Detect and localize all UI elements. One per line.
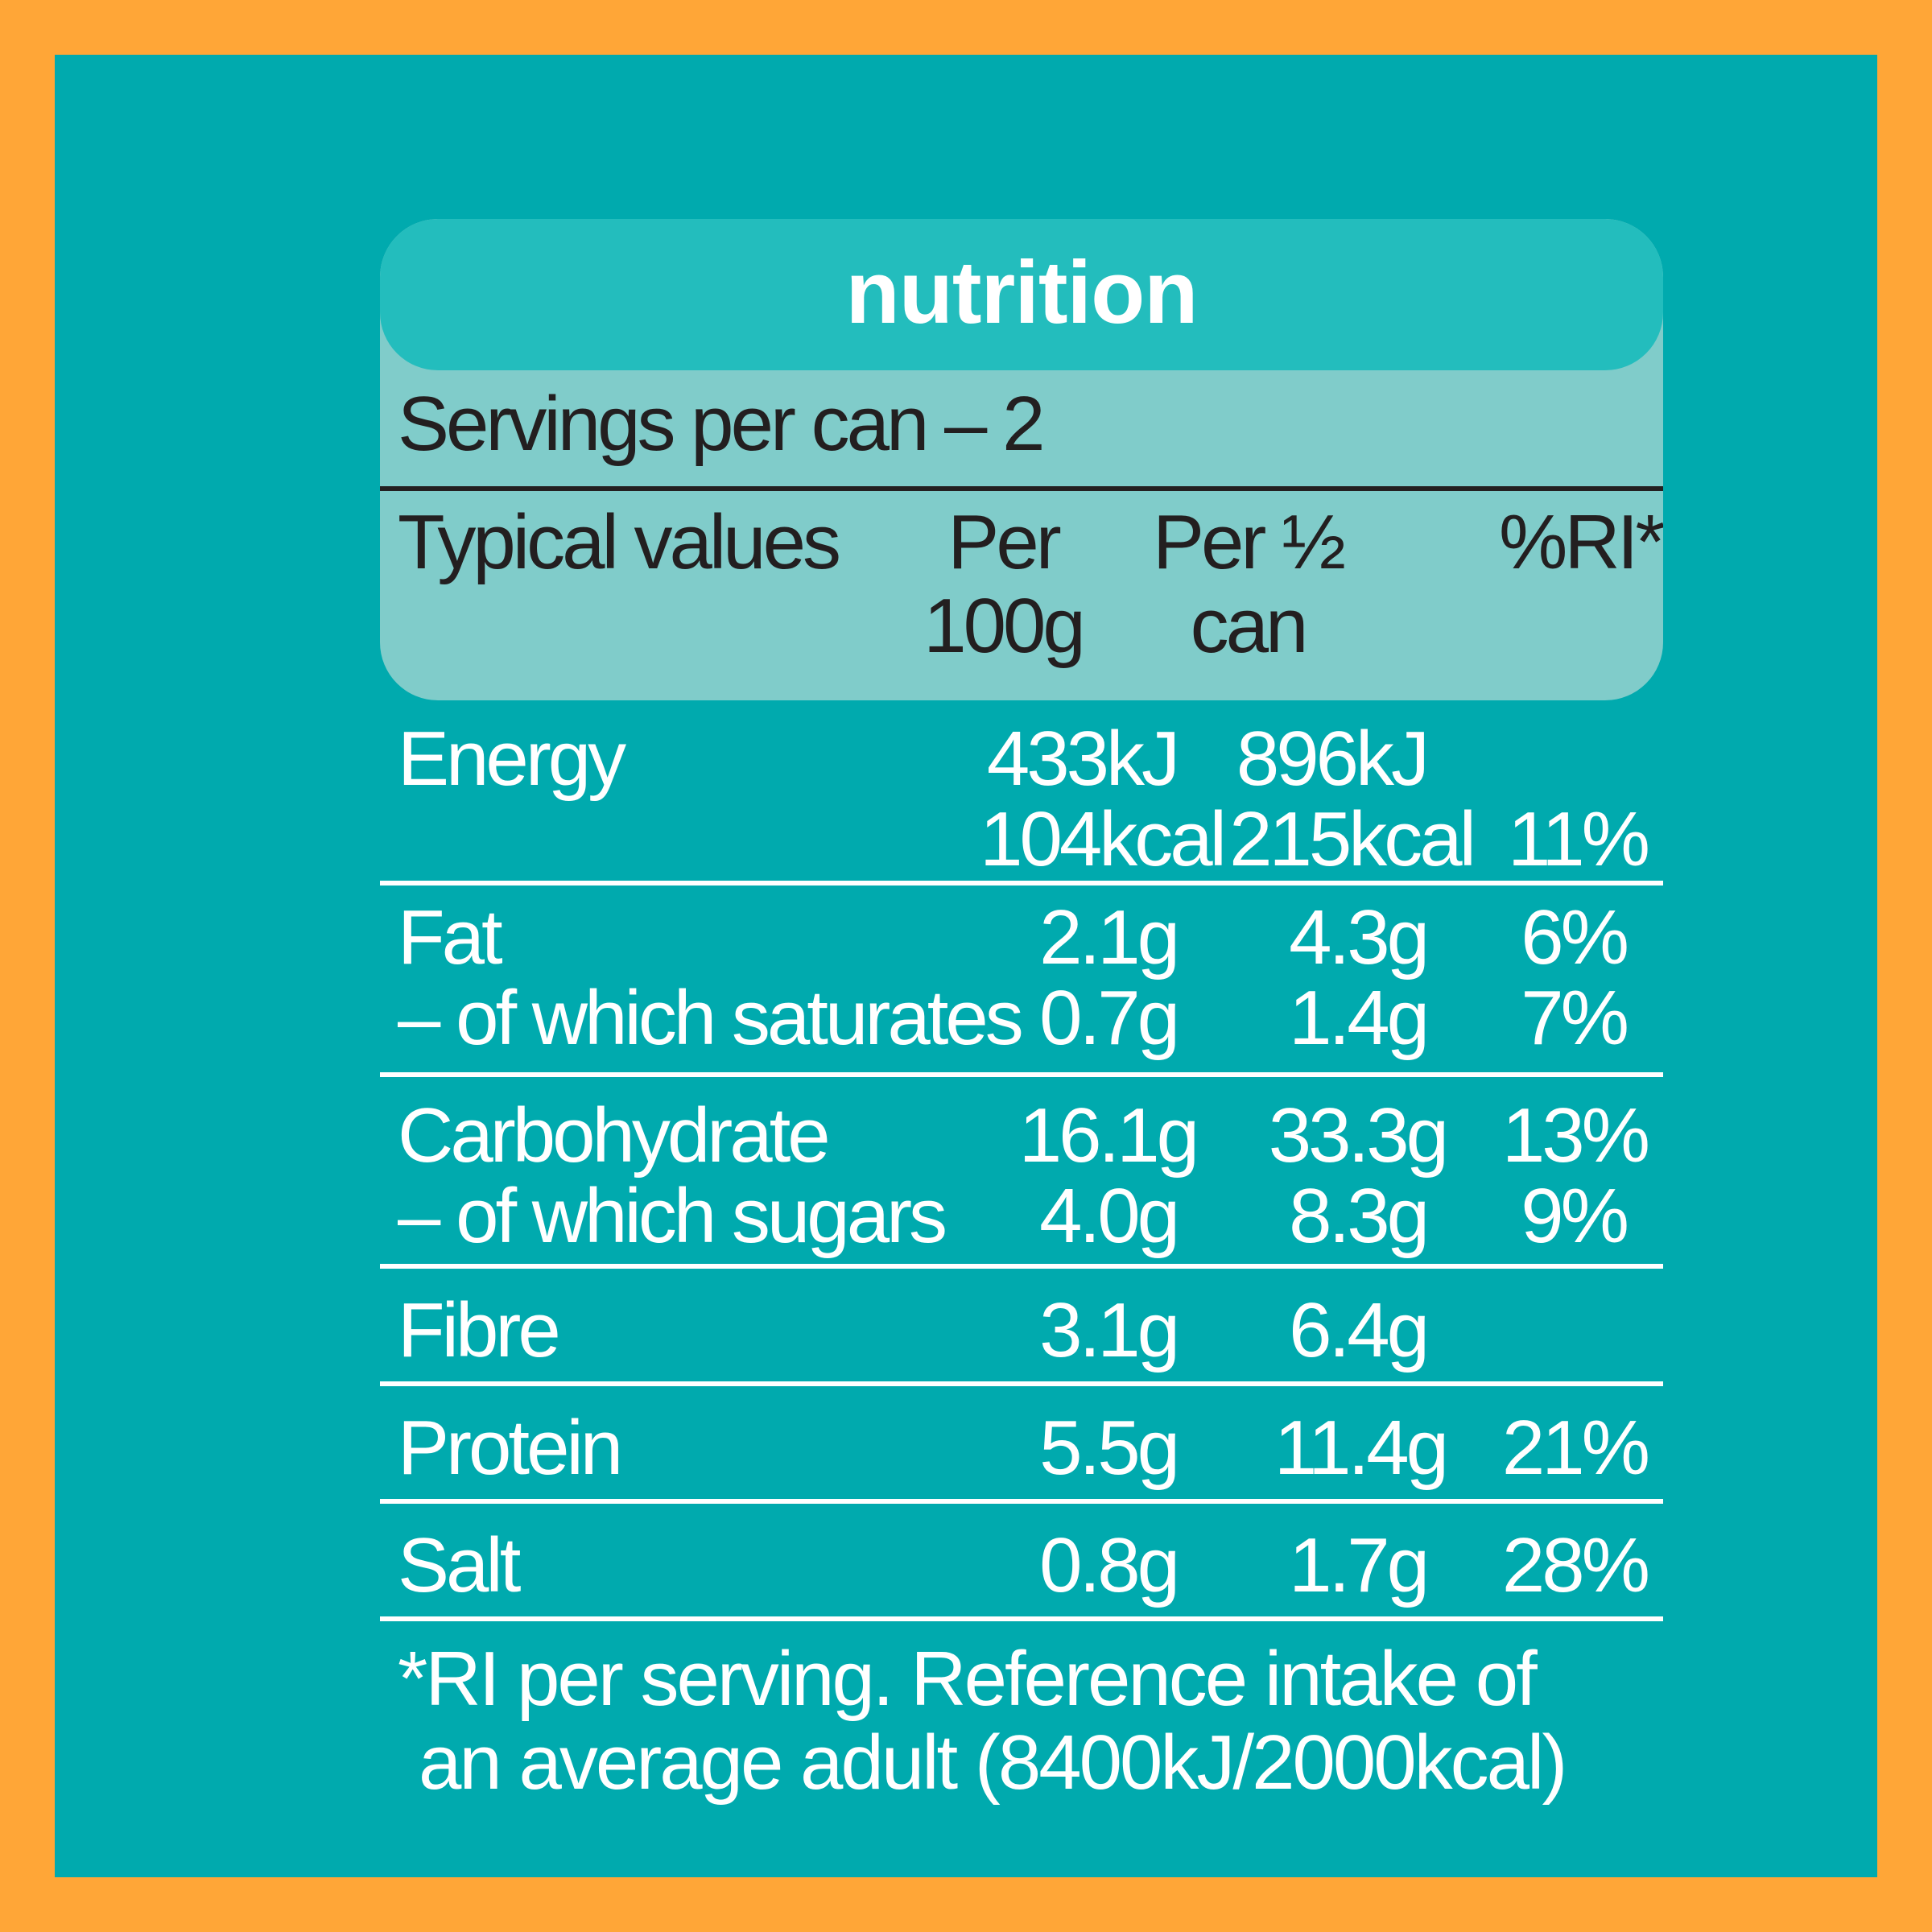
value-per-half-can: 896kJ xyxy=(1236,716,1430,802)
col-header-per-100g: Per 100g xyxy=(923,499,1086,669)
label-panel: nutrition Servings per can – 2 Typical v… xyxy=(55,55,1877,1877)
col-header-ri: %RI* xyxy=(1499,499,1663,585)
value-per-half-can: 6.4g xyxy=(1289,1287,1430,1373)
row-label: Carbohydrate xyxy=(398,1092,831,1179)
servings-text: Servings per can – 2 xyxy=(398,381,1045,467)
value-per-100g: 16.1g xyxy=(1018,1092,1199,1179)
nutrition-table: Energy 433kJ 896kJ 104kcal 215kcal 11% F… xyxy=(380,700,1663,1621)
header-divider xyxy=(380,486,1663,491)
value-ri: 11% xyxy=(1507,796,1650,882)
value-per-half-can: 4.3g xyxy=(1289,894,1430,980)
value-per-100g: 3.1g xyxy=(1039,1287,1180,1373)
value-ri: 21% xyxy=(1501,1405,1650,1491)
row-energy: Energy 433kJ 896kJ 104kcal 215kcal 11% xyxy=(380,700,1663,886)
value-per-half-can: 11.4g xyxy=(1274,1405,1449,1491)
row-salt: Salt 0.8g 1.7g 28% xyxy=(380,1504,1663,1621)
value-per-100g: 2.1g xyxy=(1039,894,1180,980)
nutrition-label: nutrition Servings per can – 2 Typical v… xyxy=(380,219,1663,1805)
value-per-100g: 5.5g xyxy=(1039,1405,1180,1491)
value-ri: 6% xyxy=(1521,894,1629,980)
row-carbohydrate: Carbohydrate 16.1g 33.3g 13% – of which … xyxy=(380,1077,1663,1269)
value-per-half-can: 1.7g xyxy=(1289,1522,1430,1608)
row-fat: Fat 2.1g 4.3g 6% – of which saturates 0.… xyxy=(380,886,1663,1077)
footnote-line-2: an average adult (8400kJ/2000kcal) xyxy=(419,1719,1567,1806)
value-per-half-can: 33.3g xyxy=(1268,1092,1449,1179)
row-fibre: Fibre 3.1g 6.4g xyxy=(380,1269,1663,1386)
value-per-half-can: 8.3g xyxy=(1289,1173,1430,1259)
col-header-per-half-can: Per ½ can xyxy=(1152,499,1346,669)
value-per-half-can: 1.4g xyxy=(1289,975,1430,1061)
row-label: – of which sugars xyxy=(398,1173,947,1259)
row-label: Salt xyxy=(398,1522,521,1608)
footnote: *RI per serving. Reference intake of an … xyxy=(380,1637,1663,1805)
footnote-line-1: *RI per serving. Reference intake of xyxy=(398,1636,1538,1722)
col-header-typical-values: Typical values xyxy=(398,499,841,585)
value-per-100g: 433kJ xyxy=(986,716,1180,802)
value-ri: 28% xyxy=(1501,1522,1650,1608)
value-per-half-can: 215kcal xyxy=(1229,796,1476,882)
value-ri: 7% xyxy=(1521,975,1629,1061)
row-protein: Protein 5.5g 11.4g 21% xyxy=(380,1386,1663,1504)
row-label: – of which saturates xyxy=(398,975,1024,1061)
row-label: Fat xyxy=(398,894,503,980)
value-per-100g: 0.8g xyxy=(1039,1522,1180,1608)
value-per-100g: 4.0g xyxy=(1039,1173,1180,1259)
row-label: Energy xyxy=(398,716,626,802)
value-ri: 13% xyxy=(1501,1092,1650,1179)
header-box: nutrition Servings per can – 2 Typical v… xyxy=(380,219,1663,700)
row-label: Protein xyxy=(398,1405,623,1491)
row-label: Fibre xyxy=(398,1287,561,1373)
value-per-100g: 104kcal xyxy=(980,796,1227,882)
title-band: nutrition xyxy=(380,219,1663,370)
value-per-100g: 0.7g xyxy=(1039,975,1180,1061)
value-ri: 9% xyxy=(1521,1173,1629,1259)
label-title: nutrition xyxy=(845,242,1199,342)
